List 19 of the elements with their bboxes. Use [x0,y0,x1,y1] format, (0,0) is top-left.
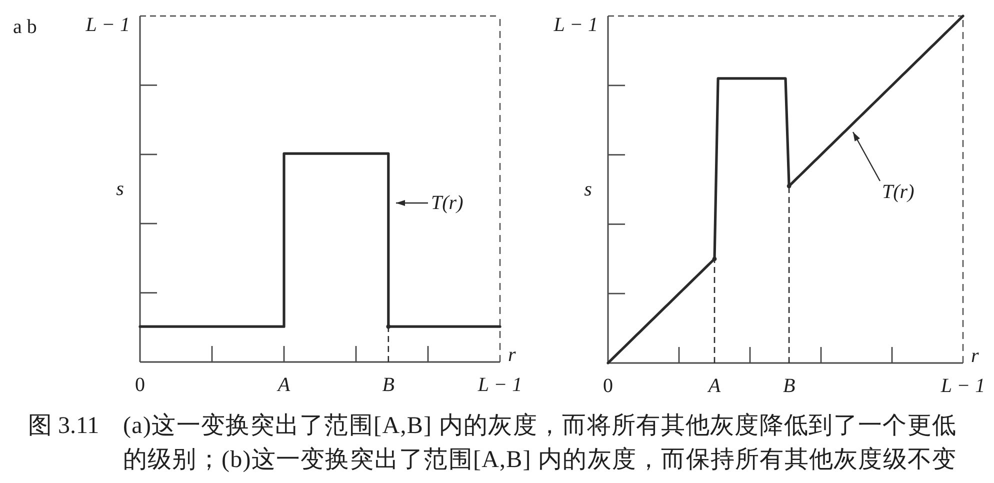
y-axis-title: s [584,178,592,200]
x-tick-label: L − 1 [940,375,986,397]
annotation: T(r) [882,181,915,203]
text: a b [13,16,37,38]
ref-line-label: L − 1 [84,14,130,36]
x-tick-label: A [706,375,722,397]
x-axis-title: r [508,344,516,366]
annotation: T(r) [431,192,464,214]
x-tick-label: A [276,374,291,396]
x-tick-label: L − 1 [476,374,522,396]
x-axis-title: r [971,345,979,367]
x-tick-label: B [782,375,796,397]
caption: 图 3.11 [28,413,100,439]
y-axis-title: s [116,178,124,200]
text: (a)这一变换突出了范围[A,B] 内的灰度，而将所有其他灰度降低到了一个更低的级别；(b)这一变换突出了范围[A,B] 内的灰度，而保持所有其他灰度级不变 [123,412,956,473]
x-tick-label: 0 [135,374,145,396]
x-tick-label: 0 [603,375,613,397]
x-tick-label: B [382,374,395,396]
ref-line-label: L − 1 [552,14,598,36]
